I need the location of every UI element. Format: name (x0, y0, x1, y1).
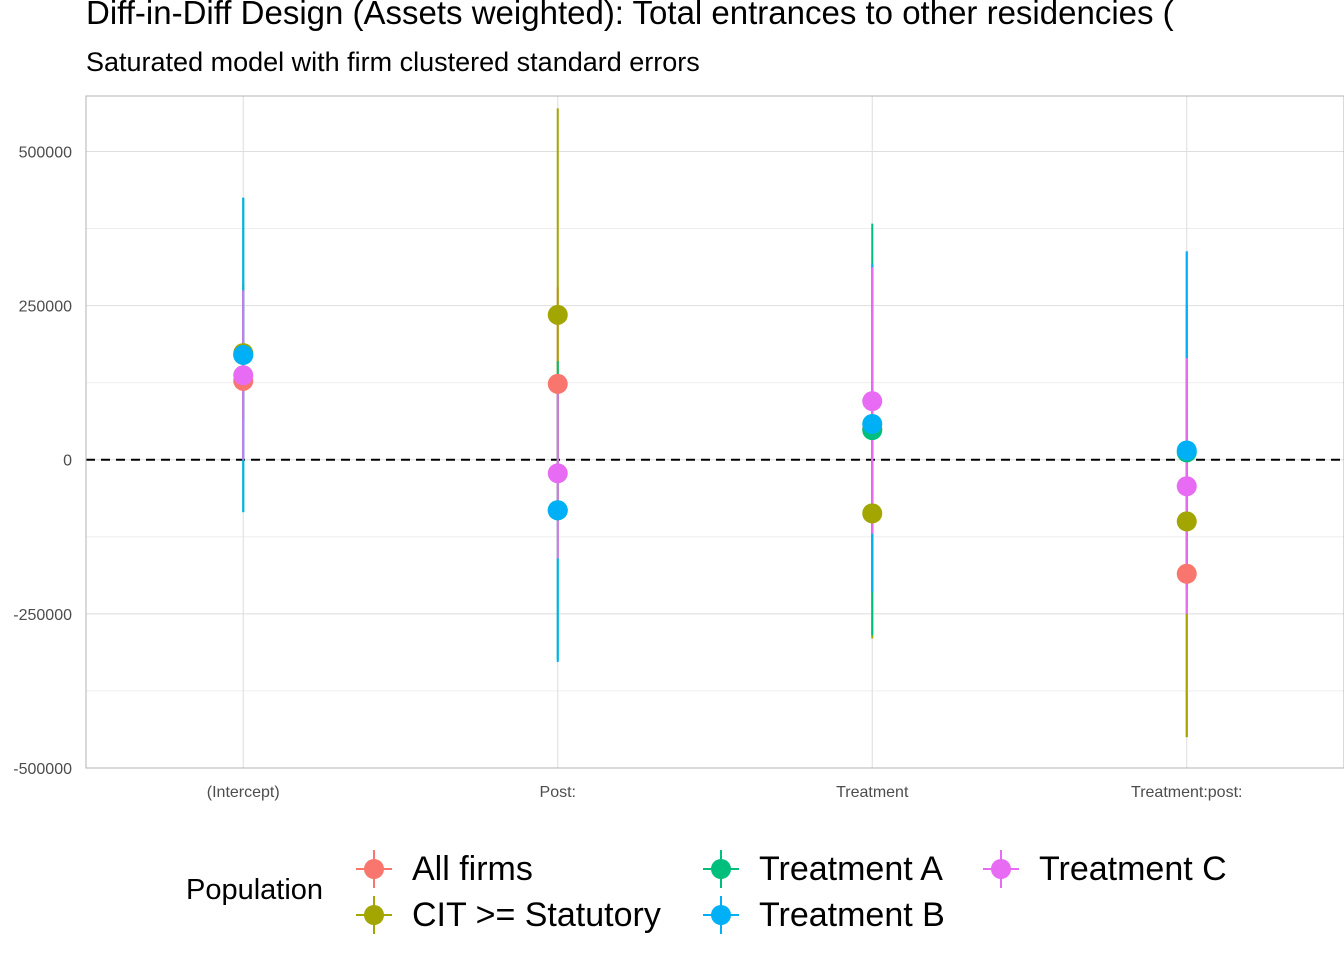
point-treatment-c (233, 365, 254, 386)
legend-title: Population (186, 874, 324, 906)
legend-label-treatment-b: Treatment B (759, 895, 945, 934)
point-treatment-b (233, 344, 254, 365)
point-treatment-b (1176, 440, 1197, 461)
legend-item-treatment-b: Treatment B (701, 892, 945, 938)
grid-lines (86, 96, 1344, 769)
legend-item-cit-statutory: CIT >= Statutory (354, 892, 661, 938)
legend-key-treatment-b (701, 892, 741, 938)
y-tick-label: 500000 (19, 144, 72, 161)
chart-subtitle: Saturated model with firm clustered stan… (86, 47, 700, 77)
chart-title: Diff-in-Diff Design (Assets weighted): T… (86, 0, 1174, 31)
legend-key-treatment-a (701, 846, 741, 892)
legend-key-cit-statutory (354, 892, 394, 938)
y-tick-label: -250000 (13, 607, 72, 624)
x-tick-label: Treatment (836, 784, 909, 801)
legend-item-all-firms: All firms (354, 846, 533, 892)
point-treatment-c (547, 463, 568, 484)
legend-label-all-firms: All firms (412, 849, 533, 888)
y-tick-label: -500000 (13, 761, 72, 778)
point-all-firms (1176, 563, 1197, 584)
legend-label-treatment-c: Treatment C (1039, 849, 1227, 888)
legend-item-treatment-a: Treatment A (701, 846, 943, 892)
point-treatment-b (862, 413, 883, 434)
legend-key-all-firms (354, 846, 394, 892)
point-treatment-b (547, 500, 568, 521)
legend-key-treatment-c (981, 846, 1021, 892)
point-cit-statutory (862, 503, 883, 524)
panel-border (85, 95, 1344, 769)
error-bars (242, 108, 1188, 738)
y-tick-label: 250000 (19, 299, 72, 316)
x-tick-label: Post: (540, 784, 576, 801)
estimate-points (233, 304, 1197, 584)
legend: Population All firms CIT >= Statutory Tr… (186, 846, 1344, 946)
x-tick-label: Treatment:post: (1131, 784, 1242, 801)
x-tick-label: (Intercept) (207, 784, 280, 801)
y-tick-label: 0 (63, 453, 72, 470)
axes: -500000 -250000 0 250000 500000 (Intercept) Po… (13, 95, 1344, 801)
point-cit-statutory (1176, 511, 1197, 532)
point-all-firms (547, 373, 568, 394)
point-cit-statutory (547, 304, 568, 325)
point-treatment-c (862, 391, 883, 412)
legend-label-cit-statutory: CIT >= Statutory (412, 895, 661, 934)
point-treatment-c (1176, 476, 1197, 497)
legend-label-treatment-a: Treatment A (759, 849, 943, 888)
legend-item-treatment-c: Treatment C (981, 846, 1227, 892)
